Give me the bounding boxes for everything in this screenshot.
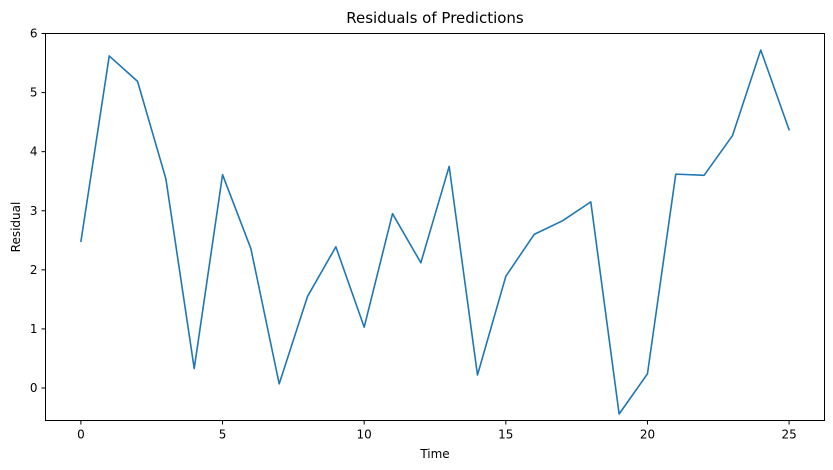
x-tick-label: 10 — [357, 428, 372, 442]
x-axis-label: Time — [419, 447, 449, 461]
y-axis: 0 1 2 3 4 5 6 — [30, 27, 46, 395]
x-axis: 0 5 10 15 20 25 — [77, 420, 797, 442]
y-axis-label: Residual — [9, 202, 23, 253]
residual-series-line — [80, 49, 790, 415]
y-tick-label: 0 — [30, 381, 38, 395]
chart-title: Residuals of Predictions — [346, 9, 524, 27]
y-tick-label: 6 — [30, 27, 38, 41]
x-tick-label: 15 — [498, 428, 513, 442]
y-tick-label: 5 — [30, 86, 38, 100]
y-tick-label: 3 — [30, 204, 38, 218]
y-tick-label: 2 — [30, 263, 38, 277]
series-layer — [80, 49, 790, 415]
x-tick-label: 20 — [640, 428, 655, 442]
x-tick-label: 25 — [781, 428, 796, 442]
x-tick-label: 0 — [77, 428, 85, 442]
y-tick-label: 1 — [30, 322, 38, 336]
y-tick-label: 4 — [30, 145, 38, 159]
plot-frame — [45, 33, 825, 421]
x-tick-label: 5 — [219, 428, 227, 442]
